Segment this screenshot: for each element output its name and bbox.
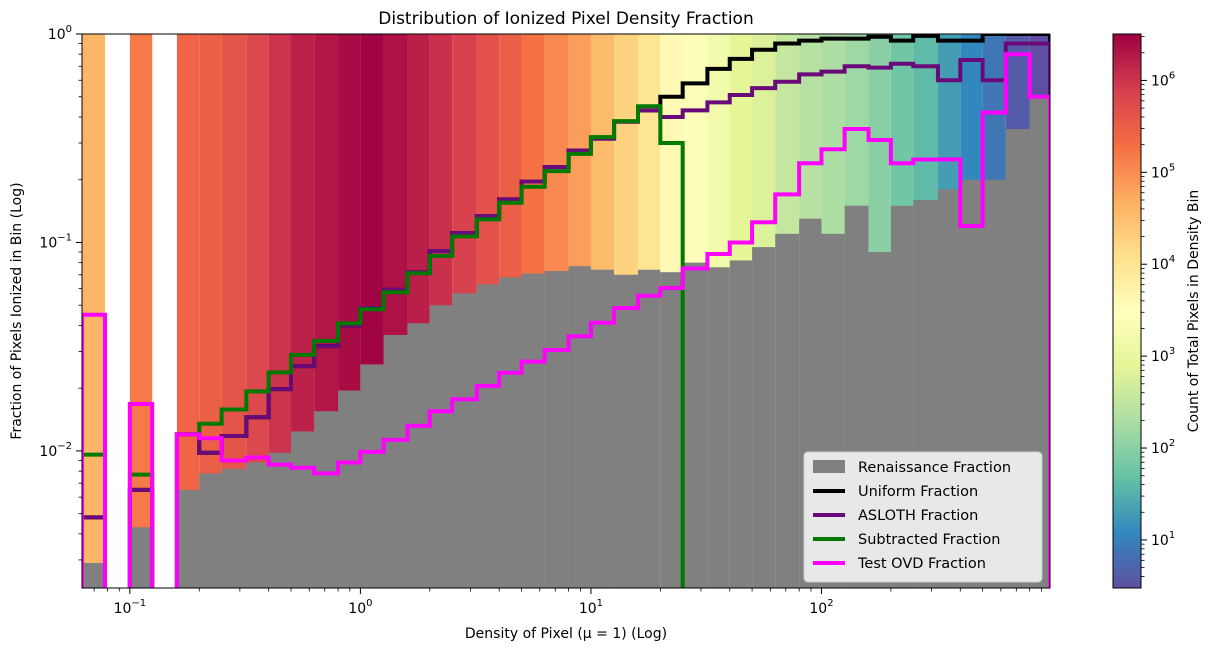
colorbar-tick-label: 101: [1151, 530, 1175, 549]
renaissance-bar: [729, 260, 753, 588]
y-axis: 100 10−1 10−2: [39, 24, 82, 561]
x-tick-label: 102: [809, 598, 833, 617]
colorbar-tick-label: 105: [1151, 162, 1175, 181]
y-tick-label: 100: [48, 24, 72, 43]
renaissance-bar: [614, 274, 639, 588]
plot-area: [82, 34, 1050, 588]
chart-title: Distribution of Ionized Pixel Density Fr…: [378, 9, 753, 29]
x-tick-label: 10−1: [114, 598, 147, 617]
renaissance-bar: [338, 390, 361, 588]
count-bin: [199, 34, 222, 588]
colorbar: 101 102 103 104 105 106 Count of Total Pixels…: [1112, 33, 1202, 589]
colorbar-ticks: 101 102 103 104 105 106: [1141, 36, 1175, 577]
legend-label-subtracted: Subtracted Fraction: [858, 532, 1000, 548]
renaissance-bar: [544, 270, 569, 588]
renaissance-bar: [590, 269, 615, 588]
legend-label-renaissance: Renaissance Fraction: [858, 460, 1011, 476]
test-ovd-fraction-line: [82, 52, 1050, 588]
x-tick-label: 100: [348, 598, 372, 617]
plot-frame: [81, 33, 1051, 589]
renaissance-bar: [568, 266, 591, 588]
legend-label-asloth: ASLOTH Fraction: [858, 508, 978, 524]
legend-label-uniform: Uniform Fraction: [858, 484, 978, 500]
count-bin: [129, 34, 153, 588]
y-tick-label: 10−2: [39, 441, 72, 460]
renaissance-bar: [775, 233, 800, 588]
renaissance-bar: [82, 562, 105, 588]
renaissance-bar: [660, 272, 683, 588]
renaissance-bar: [682, 262, 708, 588]
renaissance-bar: [476, 284, 500, 588]
renaissance-bar: [499, 277, 522, 588]
colorbar-tick-label: 104: [1151, 254, 1175, 273]
renaissance-bar: [360, 364, 384, 588]
renaissance-bar: [752, 247, 776, 588]
colorbar-gradient: [1112, 33, 1142, 589]
x-tick-label: 101: [579, 598, 603, 617]
colorbar-tick-label: 102: [1151, 438, 1175, 457]
renaissance-bar: [291, 431, 315, 588]
renaissance-bar: [129, 527, 153, 588]
x-axis: 10−1 100 101 102: [93, 588, 1042, 617]
renaissance-bar: [407, 323, 430, 588]
y-tick-label: 10−1: [39, 232, 72, 251]
renaissance-bar: [268, 452, 292, 588]
legend: Renaissance Fraction Uniform Fraction AS…: [803, 451, 1043, 583]
renaissance-bar: [176, 489, 200, 588]
count-bin: [268, 34, 292, 588]
renaissance-bar: [221, 468, 247, 588]
renaissance-bar: [521, 273, 545, 588]
legend-label-test-ovd: Test OVD Fraction: [857, 556, 986, 572]
count-bin: [176, 34, 200, 588]
renaissance-bar: [199, 473, 222, 588]
legend-box: [803, 451, 1043, 583]
count-bin: [246, 34, 269, 588]
count-bin: [82, 34, 105, 588]
renaissance-bar: [707, 267, 730, 588]
renaissance-bar: [383, 334, 408, 588]
colorbar-tick-label: 106: [1151, 70, 1175, 89]
legend-swatch-renaissance: [813, 460, 845, 473]
fraction-step-lines: [82, 34, 1050, 588]
renaissance-bar: [429, 305, 453, 588]
renaissance-bar: [314, 411, 339, 588]
renaissance-bar: [246, 462, 269, 588]
renaissance-bar: [452, 293, 477, 588]
renaissance-bar: [638, 269, 661, 588]
x-axis-label: Density of Pixel (μ = 1) (Log): [465, 626, 667, 642]
colorbar-tick-label: 103: [1151, 346, 1175, 365]
colorbar-label: Count of Total Pixels in Density Bin: [1186, 190, 1202, 433]
y-axis-label: Fraction of Pixels Ionized in Bin (Log): [9, 182, 25, 439]
